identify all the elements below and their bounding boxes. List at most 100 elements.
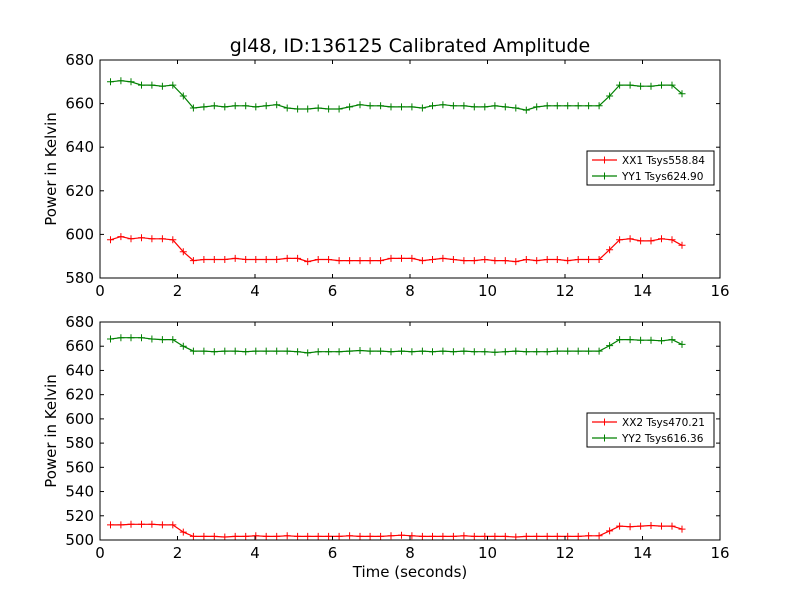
data-point	[501, 348, 509, 356]
data-point	[242, 256, 250, 263]
data-point	[189, 104, 197, 112]
data-point	[304, 532, 312, 540]
data-point	[127, 78, 135, 86]
data-point	[626, 81, 634, 89]
data-point	[273, 532, 281, 540]
data-point	[200, 256, 208, 263]
data-point	[668, 522, 676, 530]
data-point	[138, 334, 145, 342]
x-tick-label: 6	[328, 282, 338, 300]
data-point	[325, 348, 333, 356]
data-point	[647, 82, 655, 90]
data-point	[616, 236, 624, 244]
data-point	[522, 256, 530, 263]
data-point	[107, 78, 114, 86]
data-point	[366, 102, 374, 110]
data-point	[595, 256, 603, 263]
data-point	[637, 237, 645, 245]
x-tick-label: 14	[633, 282, 652, 300]
data-point	[408, 348, 416, 356]
data-point	[314, 256, 322, 263]
x-tick-label: 8	[405, 544, 415, 562]
data-point	[283, 254, 291, 262]
data-point	[512, 533, 520, 540]
data-point	[283, 104, 291, 112]
data-point	[533, 348, 541, 356]
data-point	[294, 254, 302, 262]
x-axis-label: Time (seconds)	[352, 563, 468, 581]
data-point	[647, 336, 655, 344]
data-point	[543, 256, 551, 263]
data-point	[626, 523, 634, 531]
data-point	[127, 334, 135, 342]
data-point	[242, 102, 250, 110]
y-tick-label: 620	[65, 182, 94, 200]
legend-label: XX1 Tsys558.84	[622, 155, 705, 167]
data-point	[449, 532, 457, 540]
y-tick-label: 500	[65, 531, 94, 549]
data-point	[481, 103, 489, 111]
x-tick-label: 10	[478, 282, 497, 300]
bottom-panel: 0 2 4 6 8 10 12 14 16 500 520 540 560 580 600 620 640 660…	[42, 313, 730, 581]
data-point	[449, 102, 457, 110]
data-point	[564, 347, 572, 355]
x-tick-label: 0	[95, 282, 105, 300]
data-point	[439, 347, 447, 355]
y-tick-label: 660	[65, 337, 94, 355]
data-point	[626, 336, 634, 344]
data-point	[314, 104, 322, 112]
data-point	[574, 532, 582, 540]
data-point	[200, 532, 208, 540]
data-point	[356, 347, 364, 354]
x-tick-label: 4	[250, 544, 260, 562]
legend-marker	[601, 418, 608, 426]
data-point	[169, 236, 177, 244]
data-point	[668, 336, 676, 344]
legend-marker	[601, 434, 608, 442]
x-tick-label: 10	[478, 544, 497, 562]
data-point	[533, 103, 541, 111]
data-point	[522, 106, 530, 114]
data-point	[668, 81, 676, 89]
data-point	[460, 532, 468, 540]
data-point	[356, 532, 364, 540]
data-point	[346, 532, 354, 540]
y-tick-label: 520	[65, 507, 94, 525]
data-point	[200, 347, 208, 355]
y-tick-label: 640	[65, 138, 94, 156]
data-point	[491, 532, 499, 540]
data-point	[658, 81, 665, 89]
data-point	[398, 531, 405, 539]
data-point	[117, 77, 125, 85]
data-point	[585, 102, 593, 110]
data-point	[138, 81, 145, 89]
data-point	[294, 532, 302, 540]
x-tick-label: 6	[328, 544, 338, 562]
legend-label: XX2 Tsys470.21	[622, 417, 705, 429]
data-point	[616, 81, 624, 89]
data-point	[221, 103, 229, 111]
data-point	[585, 347, 593, 355]
data-point	[668, 236, 676, 244]
data-point	[179, 342, 187, 350]
data-point	[585, 532, 593, 540]
data-point	[429, 102, 436, 110]
data-point	[522, 348, 530, 356]
data-point	[408, 254, 416, 262]
data-point	[408, 103, 416, 111]
y-tick-label: 580	[65, 434, 94, 452]
data-point	[606, 342, 614, 350]
data-point	[325, 105, 333, 113]
data-point	[658, 337, 665, 345]
x-tick-label: 4	[250, 282, 260, 300]
data-point	[491, 257, 499, 265]
data-point	[564, 257, 572, 265]
data-point	[616, 522, 624, 530]
data-point	[262, 532, 270, 540]
x-tick-label: 16	[710, 544, 729, 562]
data-point	[637, 336, 645, 344]
plot-area	[107, 77, 686, 266]
data-point	[595, 347, 603, 355]
data-point	[158, 235, 166, 243]
